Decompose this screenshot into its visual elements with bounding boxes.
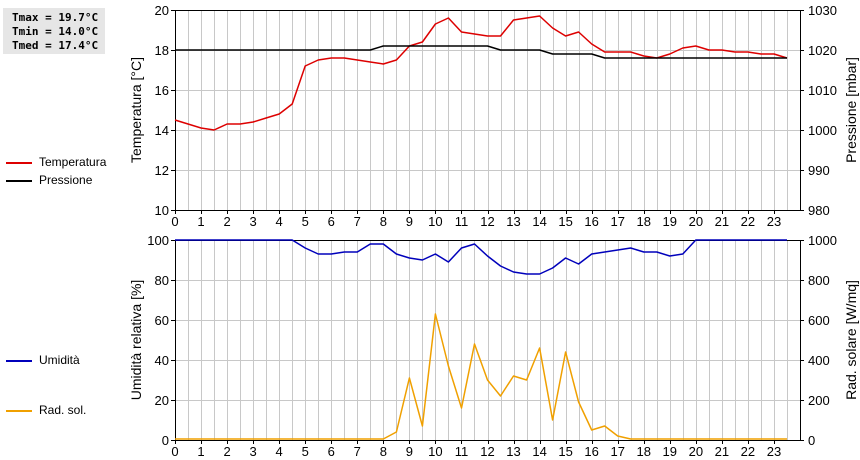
chart1-xtick-label: 5 (302, 214, 309, 229)
chart2-ylabel: Umidità relativa [%] (128, 280, 144, 401)
chart1-ytick-label: 18 (155, 43, 169, 58)
chart1-xtick-label: 15 (558, 214, 572, 229)
chart1-xtick-label: 18 (637, 214, 651, 229)
stats-box: Tmax = 19.7°C Tmin = 14.0°C Tmed = 17.4°… (3, 8, 105, 54)
series-line-umidita (175, 239, 787, 275)
chart2-xtick-label: 11 (455, 444, 469, 459)
legend-swatch-rad-sol (6, 410, 32, 412)
legend-item-temperatura: Temperatura (6, 155, 146, 169)
chart1-y2tick-label: 1000 (808, 123, 837, 138)
chart2-xtick-label: 3 (250, 444, 257, 459)
chart1-ytick-label: 20 (155, 3, 169, 18)
chart2-xtick-label: 14 (532, 444, 546, 459)
chart1-xtick-label: 14 (532, 214, 546, 229)
chart1-ytick-label: 12 (155, 163, 169, 178)
chart2-xtick-label: 21 (715, 444, 729, 459)
chart2-y2tick-label: 800 (808, 273, 830, 288)
chart1-xtick-label: 12 (480, 214, 494, 229)
chart1-xtick-label: 6 (328, 214, 335, 229)
chart2-xtick-label: 5 (302, 444, 309, 459)
chart1-xtick-label: 8 (380, 214, 387, 229)
legend-item-umidita: Umidità (6, 353, 146, 367)
chart2-xtick-label: 6 (328, 444, 335, 459)
chart1-y2tick-label: 1010 (808, 83, 837, 98)
chart2-xtick-label: 16 (584, 444, 598, 459)
chart1-xtick-label: 3 (250, 214, 257, 229)
chart2-ytick-label: 60 (155, 313, 169, 328)
chart1-ylabel: Temperatura [°C] (128, 57, 144, 163)
series-line-rad-sol (175, 313, 787, 440)
chart1-y2tick-label: 990 (808, 163, 830, 178)
chart1-xtick-label: 11 (455, 214, 469, 229)
chart1-y2tick-label: 980 (808, 203, 830, 218)
chart1-xtick-label: 22 (741, 214, 755, 229)
legend-label-rad-sol: Rad. sol. (39, 403, 87, 417)
chart2-y2tick-label: 400 (808, 353, 830, 368)
chart2-xtick-label: 12 (480, 444, 494, 459)
chart1-xtick-label: 16 (584, 214, 598, 229)
chart1-ytick-label: 10 (155, 203, 169, 218)
chart2-xtick-label: 7 (354, 444, 361, 459)
chart2-xtick-label: 20 (689, 444, 703, 459)
chart2-y2tick-label: 1000 (808, 233, 837, 248)
chart2-y2label: Rad. solare [W/mq] (843, 280, 859, 400)
chart2-ytick-label: 0 (162, 433, 169, 448)
legend-label-umidita: Umidità (39, 353, 80, 367)
legend-item-rad-sol: Rad. sol. (6, 403, 146, 417)
legend-swatch-temperatura (6, 162, 32, 164)
chart1-y2label: Pressione [mbar] (843, 57, 859, 163)
chart1-xtick-label: 2 (223, 214, 230, 229)
chart2-xtick-label: 17 (610, 444, 624, 459)
chart2-ytick-label: 40 (155, 353, 169, 368)
chart1-xtick-label: 9 (406, 214, 413, 229)
chart2-xtick-label: 9 (406, 444, 413, 459)
legend-label-pressione: Pressione (39, 173, 93, 187)
chart1-y2tick-label: 1030 (808, 3, 837, 18)
stat-tmed: Tmed = 17.4°C (12, 39, 99, 52)
chart2-xtick-label: 1 (197, 444, 204, 459)
legend-label-temperatura: Temperatura (39, 155, 107, 169)
chart2-xtick-label: 22 (741, 444, 755, 459)
stat-tmin: Tmin = 14.0°C (12, 25, 99, 38)
chart2-xtick-label: 18 (637, 444, 651, 459)
chart1-xtick-label: 13 (506, 214, 520, 229)
chart2-ytick-label: 20 (155, 393, 169, 408)
chart2-xtick-label: 15 (558, 444, 572, 459)
chart2-xtick-label: 19 (663, 444, 677, 459)
series-line-pressione (175, 45, 787, 59)
chart2-xtick-label: 13 (506, 444, 520, 459)
chart2-y2tick-label: 600 (808, 313, 830, 328)
chart1-xtick-label: 1 (197, 214, 204, 229)
legend-swatch-pressione (6, 180, 32, 182)
chart1-xtick-label: 20 (689, 214, 703, 229)
chart2-xtick-label: 23 (767, 444, 781, 459)
chart2-y2tick-label: 0 (808, 433, 815, 448)
chart1-ytick-label: 16 (155, 83, 169, 98)
chart2-xtick-label: 10 (428, 444, 442, 459)
chart2-ytick-label: 100 (147, 233, 169, 248)
legend-item-pressione: Pressione (6, 173, 146, 187)
chart1-xtick-label: 7 (354, 214, 361, 229)
chart1-ytick-label: 14 (155, 123, 169, 138)
chart1-xtick-label: 21 (715, 214, 729, 229)
chart2-xtick-label: 0 (171, 444, 178, 459)
stat-tmax: Tmax = 19.7°C (12, 11, 99, 24)
chart2-xtick-label: 4 (276, 444, 283, 459)
chart1-xtick-label: 0 (171, 214, 178, 229)
chart1-xtick-label: 17 (610, 214, 624, 229)
chart2-xtick-label: 8 (380, 444, 387, 459)
chart1-xtick-label: 10 (428, 214, 442, 229)
series-line-temperatura (174, 15, 788, 131)
chart2-xtick-label: 2 (223, 444, 230, 459)
legend-swatch-umidita (6, 360, 32, 362)
chart1-xtick-label: 19 (663, 214, 677, 229)
chart1-y2tick-label: 1020 (808, 43, 837, 58)
chart2-y2tick-label: 200 (808, 393, 830, 408)
chart1-xtick-label: 23 (767, 214, 781, 229)
chart2-ytick-label: 80 (155, 273, 169, 288)
chart1-xtick-label: 4 (276, 214, 283, 229)
